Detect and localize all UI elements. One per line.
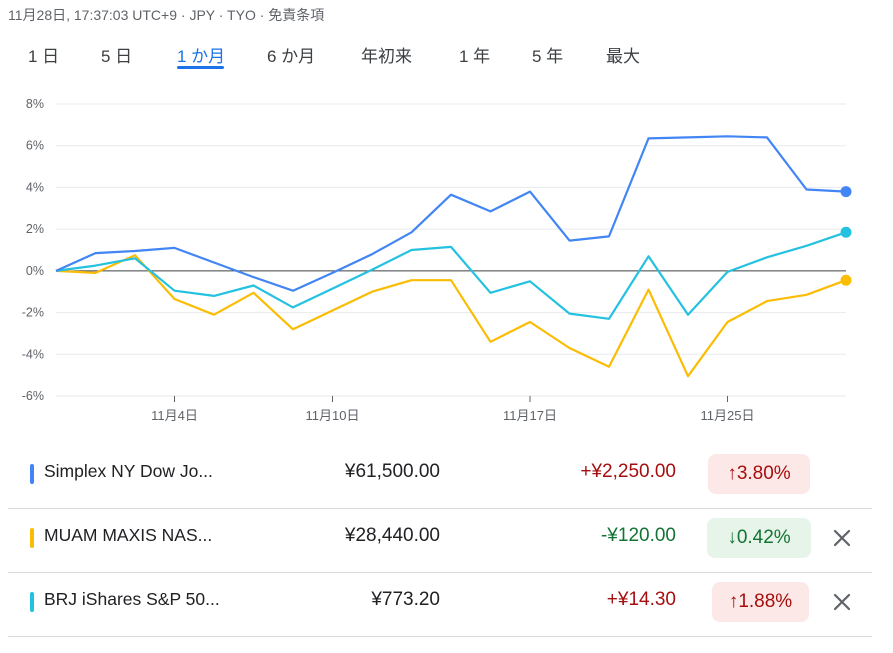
- series-endpoint: [840, 274, 852, 286]
- series-line: [55, 254, 847, 378]
- percent-badge: ↓0.42%: [707, 518, 811, 558]
- arrow-up-icon: ↑: [728, 591, 739, 612]
- x-tick-label: 11月4日: [151, 408, 198, 423]
- y-tick-label: 4%: [26, 180, 44, 194]
- holding-price: ¥28,440.00: [344, 525, 440, 546]
- holding-row[interactable]: BRJ iShares S&P 50... ¥773.20 +¥14.30 ↑1…: [8, 572, 872, 636]
- holding-change: -¥120.00: [600, 525, 676, 546]
- y-tick-label: 6%: [26, 139, 44, 153]
- x-tick-label: 11月17日: [503, 408, 557, 423]
- holding-price: ¥61,500.00: [344, 461, 440, 482]
- range-tabs: 1 日 5 日 1 か月 6 か月 年初来 1 年 5 年 最大: [0, 42, 893, 70]
- tab-6m[interactable]: 6 か月: [267, 47, 316, 66]
- x-tick-label: 11月25日: [701, 408, 755, 423]
- percent-value: 0.42%: [736, 527, 791, 548]
- tab-1m[interactable]: 1 か月: [177, 47, 226, 66]
- series-swatch: [30, 528, 34, 548]
- y-tick-label: 0%: [26, 264, 44, 278]
- row-divider: [8, 508, 872, 509]
- series-endpoint: [840, 186, 852, 198]
- holding-change: +¥2,250.00: [580, 461, 676, 482]
- series-swatch: [30, 592, 34, 612]
- comparison-chart: 8% 6% 4% 2% 0% -2% -4% -6% 11月4日 11月10日 11月17日 11月…: [22, 97, 852, 423]
- series-swatch: [30, 464, 34, 484]
- percent-badge: ↑1.88%: [712, 582, 809, 622]
- active-tab-indicator: [177, 66, 224, 69]
- tab-5d[interactable]: 5 日: [101, 47, 133, 66]
- holding-row[interactable]: Simplex NY Dow Jo... ¥61,500.00 +¥2,250.…: [8, 444, 872, 508]
- tab-max[interactable]: 最大: [606, 47, 640, 66]
- row-divider: [8, 636, 872, 637]
- arrow-up-icon: ↑: [727, 463, 737, 484]
- holding-name: MUAM MAXIS NAS...: [44, 525, 213, 545]
- y-tick-label: 2%: [26, 222, 44, 236]
- y-tick-label: -6%: [22, 389, 44, 403]
- close-icon[interactable]: [830, 526, 854, 550]
- y-tick-label: -4%: [22, 347, 44, 361]
- series-line: [55, 231, 847, 320]
- holding-name: Simplex NY Dow Jo...: [44, 461, 213, 481]
- series-endpoint: [840, 226, 852, 238]
- percent-badge: ↑3.80%: [708, 454, 810, 494]
- tab-1d[interactable]: 1 日: [28, 47, 60, 66]
- tab-ytd[interactable]: 年初来: [361, 47, 412, 66]
- series-line: [55, 135, 847, 292]
- arrow-down-icon: ↓: [727, 527, 737, 548]
- holding-name: BRJ iShares S&P 50...: [44, 589, 220, 609]
- tab-5y[interactable]: 5 年: [532, 47, 564, 66]
- close-icon[interactable]: [830, 590, 854, 614]
- timestamp: 11月28日, 17:37:03 UTC+9 · JPY · TYO · 免責条…: [8, 7, 325, 23]
- percent-value: 1.88%: [738, 591, 793, 612]
- holding-price: ¥773.20: [371, 589, 440, 610]
- row-divider: [8, 572, 872, 573]
- percent-value: 3.80%: [736, 463, 791, 484]
- y-tick-label: 8%: [26, 97, 44, 111]
- y-tick-label: -2%: [22, 306, 44, 320]
- holding-row[interactable]: MUAM MAXIS NAS... ¥28,440.00 -¥120.00 ↓0…: [8, 508, 872, 572]
- tab-1y[interactable]: 1 年: [459, 47, 491, 66]
- x-tick-label: 11月10日: [306, 408, 360, 423]
- holding-change: +¥14.30: [606, 589, 676, 610]
